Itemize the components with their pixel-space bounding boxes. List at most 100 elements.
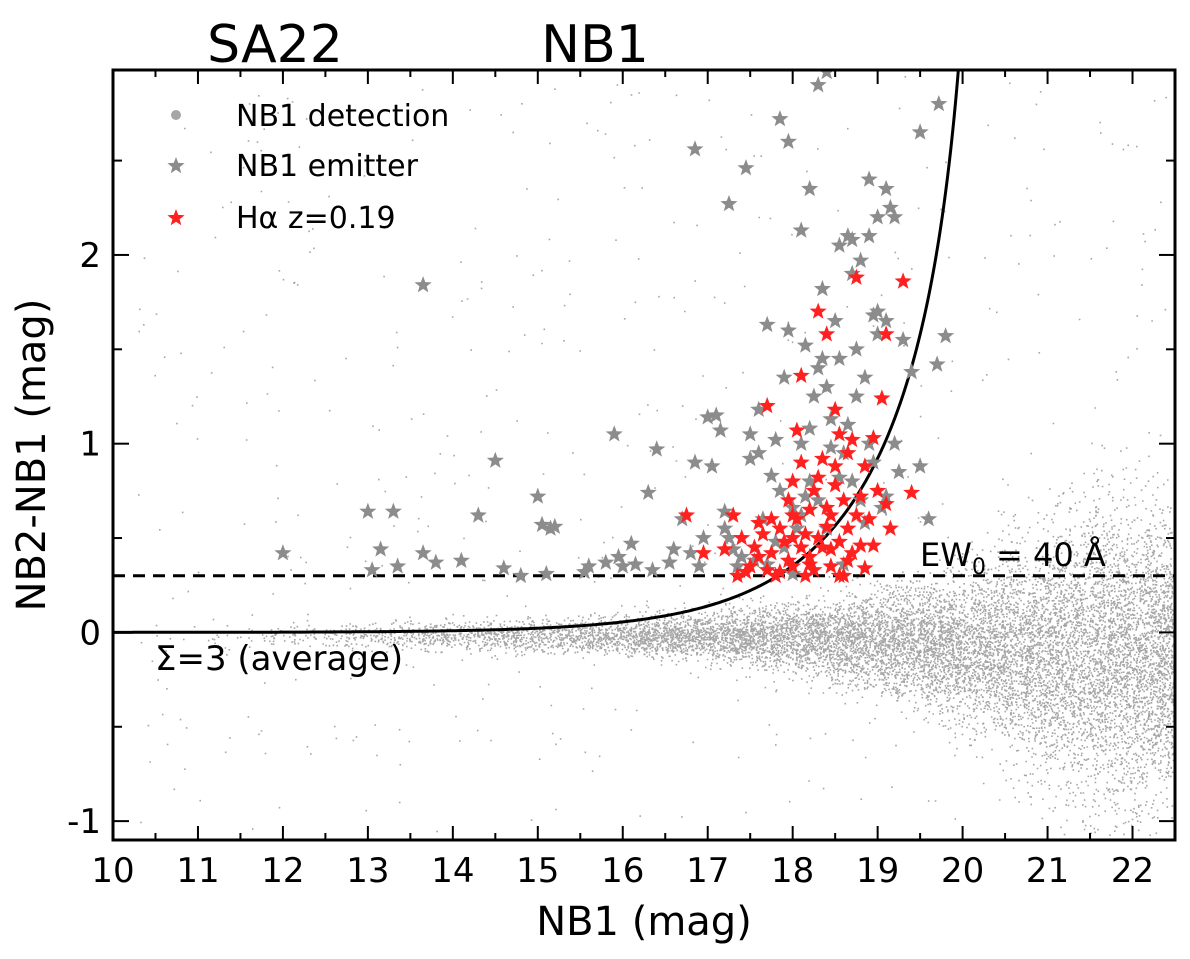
- halpha-star: [864, 536, 882, 553]
- halpha-star: [852, 487, 870, 504]
- x-tick-label: 12: [261, 851, 304, 891]
- emitter-star: [750, 444, 768, 461]
- halpha-star: [809, 529, 827, 546]
- halpha-star: [796, 566, 814, 584]
- emitter-star: [839, 415, 857, 433]
- emitter-star: [711, 421, 729, 438]
- emitter-star: [414, 544, 432, 561]
- halpha-star: [813, 449, 831, 467]
- halpha-star: [792, 538, 810, 555]
- x-tick-label: 22: [1111, 851, 1154, 891]
- emitter-star: [372, 540, 390, 557]
- emitter-star: [843, 472, 861, 489]
- emitter-star: [533, 515, 551, 533]
- halpha-star: [805, 481, 823, 499]
- emitter-star: [920, 510, 938, 527]
- emitter-star: [886, 434, 904, 451]
- halpha-star: [745, 538, 763, 555]
- halpha-star: [809, 468, 827, 485]
- emitter-star: [703, 457, 721, 474]
- halpha-star: [758, 396, 776, 414]
- emitter-star: [614, 557, 632, 574]
- halpha-star: [860, 510, 878, 527]
- emitter-star: [720, 195, 738, 212]
- halpha-star: [784, 472, 802, 489]
- emitter-star: [937, 327, 955, 344]
- emitter-star: [363, 561, 381, 578]
- legend-star-red-marker: [167, 209, 185, 226]
- emitter-star: [856, 368, 874, 385]
- emitter-star: [843, 230, 861, 248]
- legend: NB1 detection NB1 emitter Hα z=0.19: [167, 99, 449, 236]
- x-axis-label: NB1 (mag): [536, 899, 752, 945]
- emitter-star: [869, 302, 887, 319]
- halpha-star: [677, 506, 695, 523]
- legend-label-halpha: Hα z=0.19: [236, 201, 396, 236]
- emitter-star: [775, 368, 793, 385]
- emitter-star: [813, 279, 831, 297]
- emitter-star: [779, 132, 797, 149]
- emitter-star: [839, 227, 857, 244]
- ew-line-label: EW0 = 40 Å: [920, 536, 1106, 580]
- emitter-star: [389, 557, 407, 574]
- emitter-star: [818, 378, 836, 395]
- emitter-star: [822, 438, 840, 455]
- halpha-star: [762, 544, 780, 561]
- halpha-star: [716, 540, 734, 557]
- ew-label-value: = 40 Å: [986, 536, 1106, 574]
- x-tick-label: 11: [176, 851, 219, 891]
- halpha-star: [903, 483, 921, 500]
- y-axis-label: NB2-NB1 (mag): [9, 299, 55, 612]
- emitter-star: [796, 487, 814, 504]
- halpha-star: [826, 400, 844, 417]
- halpha-star: [877, 325, 895, 342]
- emitter-star: [750, 400, 768, 417]
- emitter-star: [605, 425, 623, 442]
- halpha-star: [733, 529, 751, 546]
- emitter-star: [537, 564, 555, 582]
- x-tick-label: 13: [346, 851, 389, 891]
- halpha-star: [775, 532, 793, 550]
- halpha-star: [813, 538, 831, 555]
- emitter-star: [792, 221, 810, 238]
- emitter-star: [699, 408, 717, 425]
- halpha-star: [869, 481, 887, 499]
- emitter-star: [754, 510, 772, 527]
- halpha-star: [830, 566, 848, 584]
- x-tick-label: 10: [91, 851, 134, 891]
- emitter-star: [877, 179, 895, 197]
- emitter-star: [495, 559, 513, 576]
- emitter-star: [830, 468, 848, 485]
- sigma-curve-label: Σ=3 (average): [155, 639, 403, 679]
- emitter-star: [819, 70, 835, 80]
- emitter-star: [716, 519, 734, 536]
- emitter-star: [860, 227, 878, 244]
- halpha-star: [864, 429, 882, 446]
- emitter-star: [359, 502, 377, 519]
- emitter-star: [694, 529, 712, 546]
- halpha-star: [835, 491, 853, 508]
- halpha-star: [881, 519, 899, 536]
- legend-label-emitter: NB1 emitter: [236, 149, 419, 184]
- halpha-star: [767, 566, 785, 584]
- emitter-star: [860, 170, 878, 187]
- halpha-star: [784, 529, 802, 546]
- emitter-star: [775, 538, 793, 555]
- halpha-star: [839, 551, 857, 568]
- emitter-star: [847, 387, 865, 404]
- emitter-star: [643, 561, 662, 578]
- halpha-star: [822, 506, 840, 523]
- emitter-star: [686, 453, 704, 470]
- emitter-star: [809, 76, 827, 93]
- emitter-star: [660, 553, 678, 570]
- emitter-star: [745, 551, 763, 568]
- x-tick-label: 19: [856, 851, 899, 891]
- x-tick-label: 16: [601, 851, 644, 891]
- halpha-star: [779, 491, 797, 508]
- emitter-star: [856, 513, 874, 531]
- halpha-star: [728, 566, 746, 584]
- halpha-star: [852, 536, 870, 553]
- x-tick-label: 21: [1026, 851, 1069, 891]
- emitter-star: [648, 440, 666, 457]
